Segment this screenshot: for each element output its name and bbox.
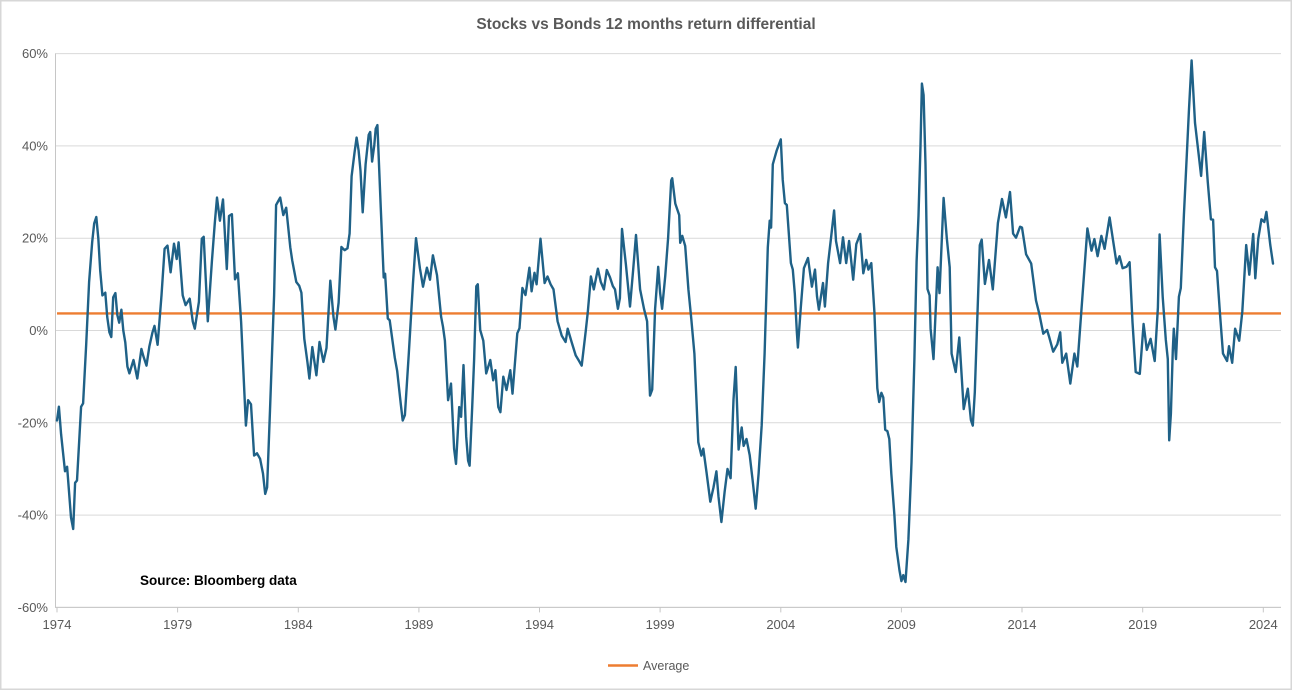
x-tick-label: 1974 bbox=[43, 617, 72, 632]
y-axis-labels: 60% 40% 20% 0% -20% -40% -60% bbox=[18, 46, 49, 615]
chart-title: Stocks vs Bonds 12 months return differe… bbox=[476, 16, 815, 33]
series-line bbox=[55, 59, 1275, 584]
y-tick-label: -60% bbox=[18, 600, 49, 615]
x-tick-label: 2024 bbox=[1249, 617, 1278, 632]
x-tick-label: 1989 bbox=[404, 617, 433, 632]
x-tick-label: 2014 bbox=[1008, 617, 1037, 632]
x-tick-label: 1999 bbox=[646, 617, 675, 632]
x-tick-label: 2019 bbox=[1128, 617, 1157, 632]
axes bbox=[55, 53, 1281, 613]
x-axis-labels: 1974 1979 1984 1989 1994 1999 2004 2009 2014 2019… bbox=[43, 617, 1278, 632]
y-tick-label: 40% bbox=[22, 138, 48, 153]
y-tick-label: -20% bbox=[18, 415, 49, 430]
legend: Average bbox=[608, 659, 689, 673]
x-tick-label: 1994 bbox=[525, 617, 554, 632]
x-tick-label: 1984 bbox=[284, 617, 313, 632]
y-tick-label: 60% bbox=[22, 46, 48, 61]
y-tick-label: 20% bbox=[22, 231, 48, 246]
legend-average-label: Average bbox=[643, 659, 689, 673]
gridlines bbox=[55, 53, 1281, 608]
x-tick-label: 2004 bbox=[766, 617, 795, 632]
x-tick-label: 1979 bbox=[163, 617, 192, 632]
source-note: Source: Bloomberg data bbox=[140, 573, 297, 588]
x-tick-label: 2009 bbox=[887, 617, 916, 632]
y-tick-label: 0% bbox=[29, 323, 48, 338]
y-tick-label: -40% bbox=[18, 508, 49, 523]
